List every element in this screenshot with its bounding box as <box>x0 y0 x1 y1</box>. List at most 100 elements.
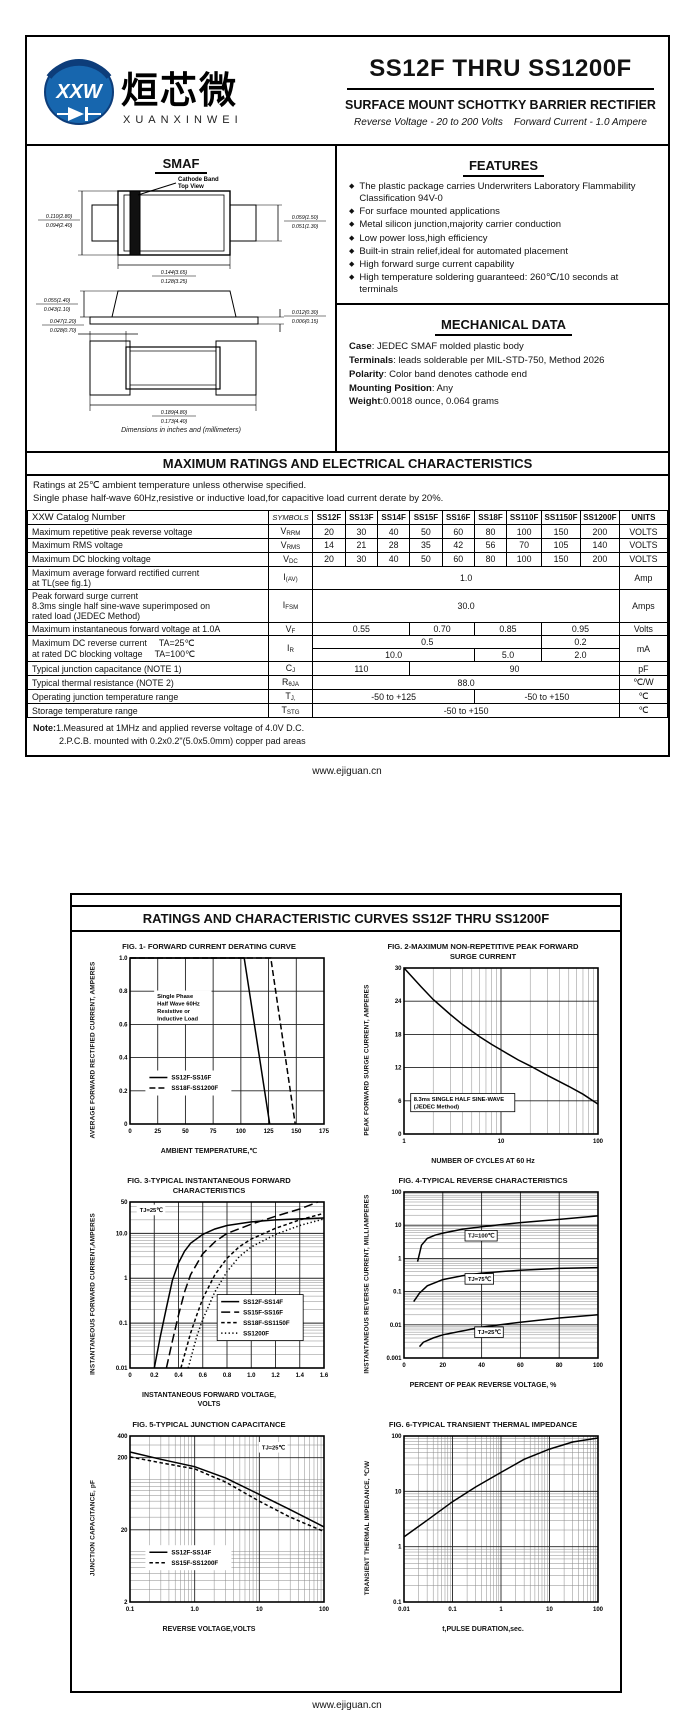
dim-body-length-max: 0.144(3.65) <box>161 270 188 276</box>
svg-text:0.01: 0.01 <box>389 1323 401 1329</box>
table-cell: 14 <box>312 537 346 553</box>
figure-y-axis-label: AVERAGE FORWARD RECTIFIED CURRENT, AMPER… <box>89 961 97 1139</box>
table-cell: UNITS <box>618 510 669 526</box>
svg-text:100: 100 <box>235 1129 246 1135</box>
symbol-cell: IR <box>267 635 314 663</box>
symbol-cell: TJ, <box>267 689 314 705</box>
svg-text:0.1: 0.1 <box>393 1600 402 1606</box>
figure-5: FIG. 5-TYPICAL JUNCTION CAPACITANCE JUNC… <box>72 1420 346 1635</box>
feature-item: ◆ The plastic package carries Underwriter… <box>349 181 658 205</box>
feature-item: ◆ For surface mounted applications <box>349 206 658 218</box>
series-SS1200F <box>186 1218 324 1369</box>
svg-text:75: 75 <box>209 1129 216 1135</box>
feature-item: ◆ Low power loss,high efficiency <box>349 233 658 245</box>
table-cell: 20 <box>312 551 346 567</box>
svg-text:SS12F-SS14F: SS12F-SS14F <box>171 1549 211 1556</box>
svg-text:0.1: 0.1 <box>448 1607 457 1613</box>
svg-text:25: 25 <box>154 1129 161 1135</box>
figure-y-axis-label: INSTANTANEOUS REVERSE CURRENT, MILLIAMPE… <box>363 1194 371 1374</box>
series-TJ=100C <box>416 1215 598 1263</box>
dim-standoff-max: 0.012(0.30) <box>292 310 319 316</box>
feature-item: ◆ High forward surge current capability <box>349 259 658 271</box>
figure-plot: 1 10 100 0 6 12 18 24 30 8.3ms SINGLE HALF SINE-W… <box>394 966 603 1145</box>
series-SS18F-SS1150F <box>179 1212 324 1369</box>
table-cell: 100 <box>506 524 543 539</box>
feature-text: Built-in strain relief,ideal for automat… <box>359 245 568 257</box>
svg-text:12: 12 <box>394 1065 401 1071</box>
dim-body-width-max: 0.110(2.80) <box>46 214 72 220</box>
table-cell: Volts <box>618 621 669 637</box>
table-cell: 20 <box>312 524 346 539</box>
features-section: FEATURES ◆ The plastic package carries Un… <box>337 146 668 306</box>
svg-text:8.3ms SINGLE HALF SINE-WAVE: 8.3ms SINGLE HALF SINE-WAVE <box>413 1097 504 1103</box>
svg-text:1: 1 <box>398 1257 402 1263</box>
bullet-icon: ◆ <box>349 274 355 282</box>
table-cell: SS16F <box>441 510 475 526</box>
table-cell: SS14F <box>376 510 411 526</box>
curves-heading: RATINGS AND CHARACTERISTIC CURVES SS12F … <box>72 905 620 932</box>
svg-text:SS18F-SS1200F: SS18F-SS1200F <box>171 1085 218 1092</box>
table-cell: Storage temperature range <box>27 703 269 719</box>
svg-text:0.01: 0.01 <box>398 1607 410 1613</box>
table-cell: VOLTS <box>618 524 669 539</box>
table-cell: 30 <box>344 551 378 567</box>
svg-text:SS1200F: SS1200F <box>243 1330 269 1337</box>
figure-x-axis-label: PERCENT OF PEAK REVERSE VOLTAGE, % <box>409 1382 557 1390</box>
figure-title: FIG. 2-MAXIMUM NON-REPETITIVE PEAK FORWA… <box>387 942 579 951</box>
top-view-label: Top View <box>178 184 204 190</box>
symbol-cell: VDC <box>267 551 314 567</box>
figure-title: FIG. 4-TYPICAL REVERSE CHARACTERISTICS <box>398 1176 568 1186</box>
svg-text:0: 0 <box>124 1122 128 1128</box>
mechanical-line: Weight:0.0018 ounce, 0.064 grams <box>349 396 499 408</box>
page2-footer-url: www.ejiguan.cn <box>312 1700 382 1711</box>
series-SS12F-SS14F <box>129 1450 324 1528</box>
svg-text:0.6: 0.6 <box>198 1373 207 1379</box>
series-TJ=75C <box>412 1267 598 1303</box>
svg-text:SS12F-SS16F: SS12F-SS16F <box>171 1075 211 1082</box>
table-cell: 100 <box>506 551 543 567</box>
svg-text:0: 0 <box>128 1373 132 1379</box>
symbol-cell: CJ <box>267 661 314 677</box>
svg-text:0.1: 0.1 <box>393 1290 402 1296</box>
svg-text:80: 80 <box>555 1363 562 1369</box>
svg-text:175: 175 <box>318 1129 329 1135</box>
table-cell: 60 <box>441 524 475 539</box>
table-cell: Maximum DC reverse current TA=25℃ at rate… <box>27 635 269 663</box>
feature-text: Low power loss,high efficiency <box>359 232 488 244</box>
svg-text:24: 24 <box>394 999 401 1005</box>
dim-lead-height-max: 0.059(1.50) <box>292 215 319 221</box>
figure-plot: 0 25 50 75 100 125 150 175 0 0.2 0.4 0.6 0.8 1.0 Singl… <box>119 956 330 1135</box>
mechanical-lines: Case: JEDEC SMAF molded plastic body Term… <box>349 340 658 409</box>
note-line-1: 1.Measured at 1MHz and applied reverse v… <box>56 723 305 734</box>
ratings-heading: MAXIMUM RATINGS AND ELECTRICAL CHARACTER… <box>27 451 668 477</box>
svg-text:0.01: 0.01 <box>115 1366 127 1372</box>
logo-chinese-text: 烜芯微 <box>121 70 238 111</box>
table-cell: 0.85 <box>473 621 543 637</box>
svg-text:10: 10 <box>546 1607 553 1613</box>
table-cell: Amps <box>618 588 669 623</box>
svg-text:10.0: 10.0 <box>115 1232 127 1238</box>
symbol-cell: VRMS <box>267 537 314 553</box>
bullet-icon: ◆ <box>349 260 355 268</box>
package-drawing-panel: SMAF <box>27 146 337 452</box>
svg-text:30: 30 <box>394 966 401 972</box>
table-cell: 1.0 <box>312 565 620 590</box>
table-cell: 50 <box>409 524 443 539</box>
note-prefix: Note: <box>33 723 56 734</box>
logo-english-text: XUANXINWEI <box>123 114 243 126</box>
svg-text:Inductive Load: Inductive Load <box>157 1016 198 1022</box>
table-cell: Operating junction temperature range <box>27 689 269 705</box>
figure-plot: 0.1 1.0 10 100 2 20 200 400 TJ=25℃ SS12F-SS14F SS1… <box>117 1434 329 1613</box>
symbol-cell: RθJA <box>267 675 314 691</box>
svg-text:0: 0 <box>402 1363 406 1369</box>
table-cell: Typical junction capacitance (NOTE 1) <box>27 661 269 677</box>
table-cell: mA <box>618 635 669 663</box>
table-cell: -50 to +125 <box>312 689 475 705</box>
series-SS18F-SS1200F <box>129 957 296 1124</box>
symbol-cell: IFSM <box>267 588 314 623</box>
dim-pad-width-min: 0.028(0.70) <box>50 328 77 334</box>
table-cell: 0.70 <box>409 621 475 637</box>
bullet-icon: ◆ <box>349 234 355 242</box>
figure-1: FIG. 1- FORWARD CURRENT DERATING CURVE A… <box>72 942 346 1166</box>
table-cell: 0.5 <box>312 635 543 650</box>
